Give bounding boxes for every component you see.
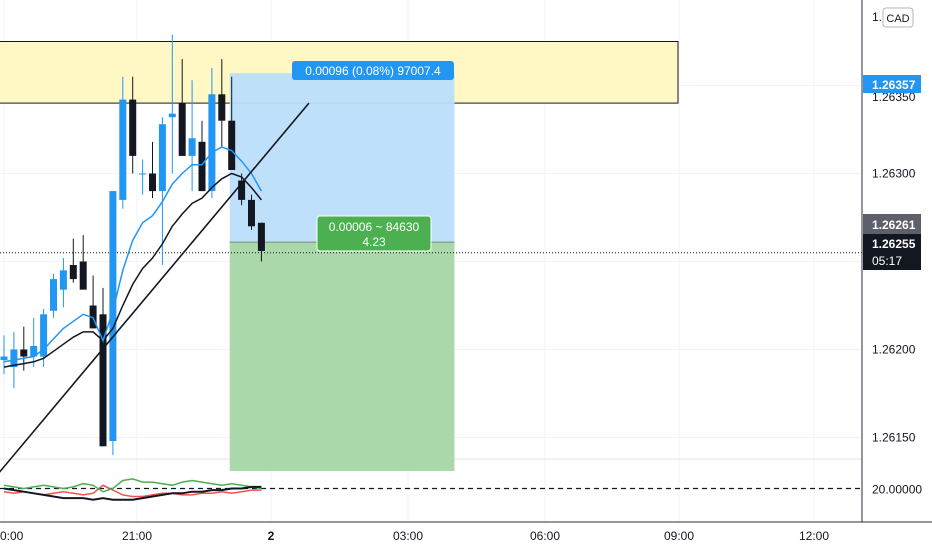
- candle[interactable]: [139, 159, 147, 195]
- candle-body[interactable]: [129, 99, 137, 156]
- ema-fast-line: [3, 146, 263, 363]
- candle-body[interactable]: [20, 349, 28, 357]
- candle[interactable]: [50, 273, 57, 318]
- time-tick-label: 03:00: [393, 529, 423, 543]
- candle[interactable]: [129, 76, 137, 174]
- candle[interactable]: [79, 235, 87, 290]
- candle[interactable]: [89, 275, 97, 329]
- candle-body[interactable]: [30, 345, 38, 357]
- candle-body[interactable]: [257, 222, 265, 251]
- target-label-text: 0.00096 (0.08%) 97007.4: [305, 64, 441, 78]
- ema-slow-line: [3, 172, 262, 368]
- candle-body[interactable]: [139, 173, 147, 175]
- candle[interactable]: [0, 335, 8, 375]
- price-tick-label: 1.26200: [872, 343, 916, 357]
- time-tick-label: 09:00: [664, 529, 694, 543]
- candle[interactable]: [178, 59, 186, 156]
- indicator-level-label: 20.00000: [872, 483, 922, 497]
- candle[interactable]: [99, 287, 107, 447]
- price-level-label: 1.26350: [872, 90, 916, 104]
- dmi-plus-line: [3, 478, 262, 493]
- candle[interactable]: [30, 317, 38, 368]
- candle[interactable]: [69, 238, 77, 283]
- candle[interactable]: [238, 173, 246, 206]
- candle[interactable]: [149, 141, 156, 199]
- stop-label-box: [316, 215, 432, 252]
- time-tick-label: 06:00: [530, 529, 560, 543]
- target-label-box: [292, 61, 454, 80]
- candle-body[interactable]: [188, 138, 196, 156]
- candle-body[interactable]: [10, 349, 18, 368]
- candle[interactable]: [168, 34, 176, 174]
- candle[interactable]: [158, 117, 166, 266]
- candle[interactable]: [198, 120, 206, 192]
- target-zone[interactable]: [229, 73, 455, 243]
- candle-body[interactable]: [198, 141, 206, 192]
- candle[interactable]: [218, 59, 226, 148]
- dmi-minus-line: [3, 484, 262, 498]
- time-tick-label: 21:00: [122, 529, 152, 543]
- candle-body[interactable]: [59, 270, 67, 290]
- candle-body[interactable]: [89, 305, 97, 329]
- candle-body[interactable]: [178, 103, 186, 156]
- moving-averages: [3, 146, 263, 368]
- candle-body[interactable]: [109, 191, 117, 442]
- currency-button[interactable]: [882, 7, 914, 28]
- time-tick-label: 2: [268, 529, 275, 543]
- candle-body[interactable]: [208, 94, 216, 192]
- drawing-zones[interactable]: [0, 41, 862, 471]
- candle-body[interactable]: [79, 261, 87, 290]
- candle-body[interactable]: [99, 314, 107, 447]
- candle-body[interactable]: [40, 314, 48, 357]
- time-axis-bg: [0, 522, 932, 550]
- candle-body[interactable]: [69, 265, 77, 280]
- time-tick-label: 0:00: [0, 529, 24, 543]
- candle[interactable]: [248, 194, 255, 230]
- stop-label-line2: 4.23: [362, 235, 386, 249]
- candle[interactable]: [119, 76, 127, 209]
- adx-line: [3, 485, 262, 501]
- price-tick-label: 1.26300: [872, 167, 916, 181]
- trendline-line[interactable]: [0, 102, 310, 473]
- time-tick-label: 12:00: [799, 529, 829, 543]
- entry-price-text: 1.26261: [872, 218, 916, 232]
- candle-body[interactable]: [119, 99, 127, 200]
- last-price-text: 1.26255: [872, 237, 916, 251]
- indicator-pane[interactable]: [0, 478, 862, 501]
- candle[interactable]: [228, 76, 236, 170]
- candle[interactable]: [257, 222, 265, 262]
- currency-label[interactable]: CAD: [886, 13, 909, 25]
- candle-body[interactable]: [218, 94, 226, 121]
- candle-body[interactable]: [149, 173, 156, 192]
- position-labels: 0.00096 (0.08%) 97007.4 0.00006 ~ 846304.…: [292, 61, 454, 252]
- price-tick-label: 1.26150: [872, 431, 916, 445]
- candle-body[interactable]: [248, 199, 255, 227]
- candle[interactable]: [59, 257, 67, 308]
- last-price-tag: [863, 234, 921, 270]
- stop-zone[interactable]: [229, 242, 455, 471]
- candle-body[interactable]: [238, 180, 246, 200]
- candle-body[interactable]: [168, 113, 176, 118]
- candle-body[interactable]: [0, 356, 8, 361]
- candle[interactable]: [109, 191, 117, 456]
- candle[interactable]: [208, 67, 216, 199]
- entry-price-tag: [863, 214, 921, 234]
- candle[interactable]: [188, 80, 196, 192]
- candle-body[interactable]: [158, 124, 166, 192]
- target-price-text: 1.26357: [872, 78, 916, 92]
- countdown-text: 05:17: [872, 254, 902, 268]
- trendline[interactable]: [0, 102, 310, 473]
- candle-body[interactable]: [228, 120, 236, 170]
- stop-label-line1: 0.00006 ~ 84630: [329, 220, 420, 234]
- target-price-tag: [863, 75, 921, 93]
- candle-body[interactable]: [50, 279, 57, 311]
